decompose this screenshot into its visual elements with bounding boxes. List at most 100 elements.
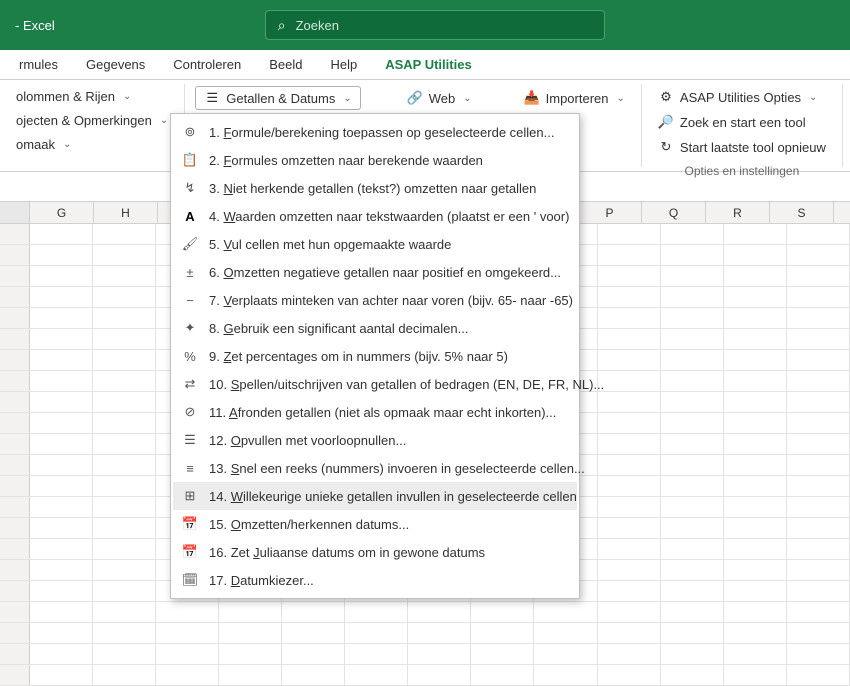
cell[interactable] [471, 623, 534, 643]
web-button[interactable]: 🔗Web⌄ [401, 86, 478, 110]
cell[interactable] [598, 518, 661, 538]
cell[interactable] [724, 518, 787, 538]
cell[interactable] [30, 350, 93, 370]
menu-item[interactable]: 🗓17. Datumkiezer... [173, 566, 577, 594]
cell[interactable] [787, 539, 850, 559]
row-header[interactable] [0, 308, 30, 328]
cell[interactable] [471, 665, 534, 685]
cell[interactable] [598, 665, 661, 685]
cell[interactable] [661, 518, 724, 538]
cell[interactable] [787, 224, 850, 244]
cell[interactable] [282, 623, 345, 643]
cell[interactable] [724, 560, 787, 580]
menu-item[interactable]: 📅16. Zet Juliaanse datums om in gewone d… [173, 538, 577, 566]
cell[interactable] [30, 371, 93, 391]
cell[interactable] [156, 602, 219, 622]
menu-item[interactable]: ⊚1. Formule/berekening toepassen op gese… [173, 118, 577, 146]
cell[interactable] [661, 266, 724, 286]
cell[interactable] [724, 413, 787, 433]
menu-item[interactable]: −7. Verplaats minteken van achter naar v… [173, 286, 577, 314]
cell[interactable] [787, 308, 850, 328]
row-header[interactable] [0, 371, 30, 391]
row-header[interactable] [0, 602, 30, 622]
cell[interactable] [724, 455, 787, 475]
objects-comments-button[interactable]: ojecten & Opmerkingen⌄ [10, 110, 174, 131]
cell[interactable] [534, 665, 597, 685]
cell[interactable] [724, 623, 787, 643]
omaak-button[interactable]: omaak⌄ [10, 134, 174, 155]
tab-data[interactable]: Gegevens [72, 51, 159, 78]
cell[interactable] [787, 434, 850, 454]
cell[interactable] [156, 644, 219, 664]
cell[interactable] [724, 308, 787, 328]
numbers-dates-button[interactable]: ☰Getallen & Datums⌄ [195, 86, 361, 110]
cell[interactable] [471, 644, 534, 664]
cell[interactable] [93, 392, 156, 412]
cell[interactable] [598, 371, 661, 391]
cell[interactable] [661, 539, 724, 559]
row-header[interactable] [0, 581, 30, 601]
cell[interactable] [787, 371, 850, 391]
cell[interactable] [724, 581, 787, 601]
select-all-corner[interactable] [0, 202, 30, 223]
menu-item[interactable]: ⊞14. Willekeurige unieke getallen invull… [173, 482, 577, 510]
row-header[interactable] [0, 623, 30, 643]
cell[interactable] [30, 392, 93, 412]
cell[interactable] [534, 623, 597, 643]
cell[interactable] [661, 308, 724, 328]
cell[interactable] [724, 392, 787, 412]
cell[interactable] [93, 308, 156, 328]
cell[interactable] [93, 266, 156, 286]
cell[interactable] [598, 539, 661, 559]
menu-item[interactable]: %9. Zet percentages om in nummers (bijv.… [173, 342, 577, 370]
cell[interactable] [598, 602, 661, 622]
cell[interactable] [30, 539, 93, 559]
start-last-button[interactable]: ↻Start laatste tool opnieuw [652, 136, 832, 158]
cell[interactable] [661, 245, 724, 265]
cell[interactable] [93, 602, 156, 622]
cell[interactable] [724, 644, 787, 664]
cell[interactable] [787, 560, 850, 580]
cell[interactable] [219, 602, 282, 622]
cell[interactable] [93, 644, 156, 664]
cell[interactable] [30, 476, 93, 496]
cell[interactable] [724, 539, 787, 559]
col-header[interactable]: Q [642, 202, 706, 223]
menu-item[interactable]: A4. Waarden omzetten naar tekstwaarden (… [173, 202, 577, 230]
cell[interactable] [661, 329, 724, 349]
cell[interactable] [408, 623, 471, 643]
cell[interactable] [598, 308, 661, 328]
cell[interactable] [661, 392, 724, 412]
cell[interactable] [598, 287, 661, 307]
cell[interactable] [787, 644, 850, 664]
cell[interactable] [724, 266, 787, 286]
menu-item[interactable]: ↯3. Niet herkende getallen (tekst?) omze… [173, 174, 577, 202]
cell[interactable] [724, 329, 787, 349]
import-button[interactable]: 📥Importeren⌄ [518, 86, 631, 110]
cell[interactable] [30, 623, 93, 643]
cell[interactable] [787, 581, 850, 601]
cell[interactable] [787, 455, 850, 475]
cell[interactable] [93, 350, 156, 370]
cell[interactable] [534, 602, 597, 622]
cell[interactable] [598, 266, 661, 286]
cell[interactable] [661, 623, 724, 643]
cell[interactable] [598, 245, 661, 265]
cell[interactable] [598, 224, 661, 244]
cell[interactable] [724, 245, 787, 265]
cell[interactable] [156, 665, 219, 685]
row-header[interactable] [0, 245, 30, 265]
cell[interactable] [598, 560, 661, 580]
col-header[interactable]: P [578, 202, 642, 223]
cell[interactable] [30, 665, 93, 685]
cell[interactable] [787, 665, 850, 685]
row-header[interactable] [0, 539, 30, 559]
menu-item[interactable]: 🖌5. Vul cellen met hun opgemaakte waarde [173, 230, 577, 258]
cell[interactable] [345, 623, 408, 643]
menu-item[interactable]: ≡13. Snel een reeks (nummers) invoeren i… [173, 454, 577, 482]
row-header[interactable] [0, 434, 30, 454]
row-header[interactable] [0, 224, 30, 244]
tab-help[interactable]: Help [316, 51, 371, 78]
cell[interactable] [661, 413, 724, 433]
menu-item[interactable]: ±6. Omzetten negatieve getallen naar pos… [173, 258, 577, 286]
